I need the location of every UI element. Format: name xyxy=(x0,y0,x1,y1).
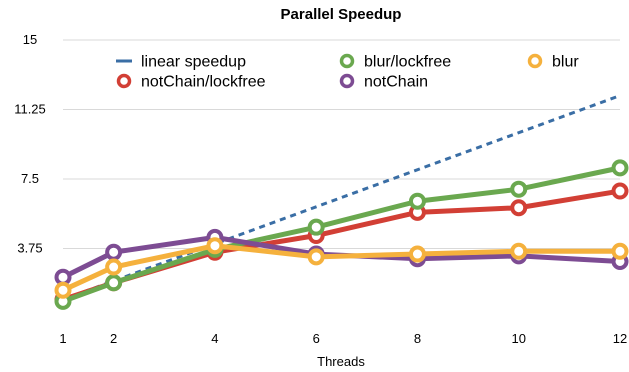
legend-swatch xyxy=(116,73,132,89)
data-point xyxy=(611,242,629,260)
legend-label: notChain/lockfree xyxy=(141,74,266,91)
x-tick-label: 12 xyxy=(613,331,627,346)
grid-layer xyxy=(63,39,620,249)
legend-label: blur xyxy=(552,54,579,71)
data-point xyxy=(611,182,629,200)
legend-item: blur xyxy=(527,53,579,71)
y-tick-label: 15 xyxy=(23,32,37,47)
legend-item: blur/lockfree xyxy=(339,53,451,71)
series-line xyxy=(60,165,623,304)
x-tick-labels: 1 2 4 6 8 10 12 xyxy=(59,331,627,346)
x-tick-label: 2 xyxy=(110,331,117,346)
data-point xyxy=(206,237,224,255)
x-tick-label: 1 xyxy=(59,331,66,346)
data-point xyxy=(307,218,325,236)
data-point xyxy=(510,180,528,198)
legend-swatch xyxy=(339,53,355,69)
x-tick-label: 10 xyxy=(511,331,525,346)
data-point xyxy=(510,199,528,217)
data-point xyxy=(408,245,426,263)
data-point xyxy=(307,248,325,266)
legend-item: notChain/lockfree xyxy=(116,73,266,91)
series-2 xyxy=(54,159,629,310)
legend: linear speedup notChain/lockfree blur/lock… xyxy=(116,54,579,91)
y-tick-labels: 3.75 7.5 11.25 15 xyxy=(14,32,46,256)
legend-label: notChain xyxy=(364,74,428,91)
data-point xyxy=(611,159,629,177)
data-point xyxy=(54,281,72,299)
data-point xyxy=(105,258,123,276)
legend-item: notChain xyxy=(339,73,428,91)
x-tick-label: 6 xyxy=(313,331,320,346)
legend-label: linear speedup xyxy=(141,54,246,71)
y-tick-label: 11.25 xyxy=(14,102,46,117)
x-tick-label: 8 xyxy=(414,331,421,346)
data-point xyxy=(105,243,123,261)
legend-swatch xyxy=(339,73,355,89)
series-0 xyxy=(62,94,621,301)
data-point xyxy=(408,192,426,210)
series-line xyxy=(62,94,621,301)
y-tick-label: 7.5 xyxy=(21,171,39,186)
series-layer xyxy=(54,94,629,310)
data-point xyxy=(510,242,528,260)
legend-label: blur/lockfree xyxy=(364,54,451,71)
legend-swatch xyxy=(527,53,543,69)
series-1 xyxy=(54,182,629,308)
data-point xyxy=(105,274,123,292)
legend-item: linear speedup xyxy=(116,54,246,71)
series-4 xyxy=(54,237,629,299)
x-axis-label: Threads xyxy=(317,354,365,369)
x-tick-label: 4 xyxy=(211,331,218,346)
chart-title: Parallel Speedup xyxy=(281,6,402,23)
y-tick-label: 3.75 xyxy=(17,241,42,256)
